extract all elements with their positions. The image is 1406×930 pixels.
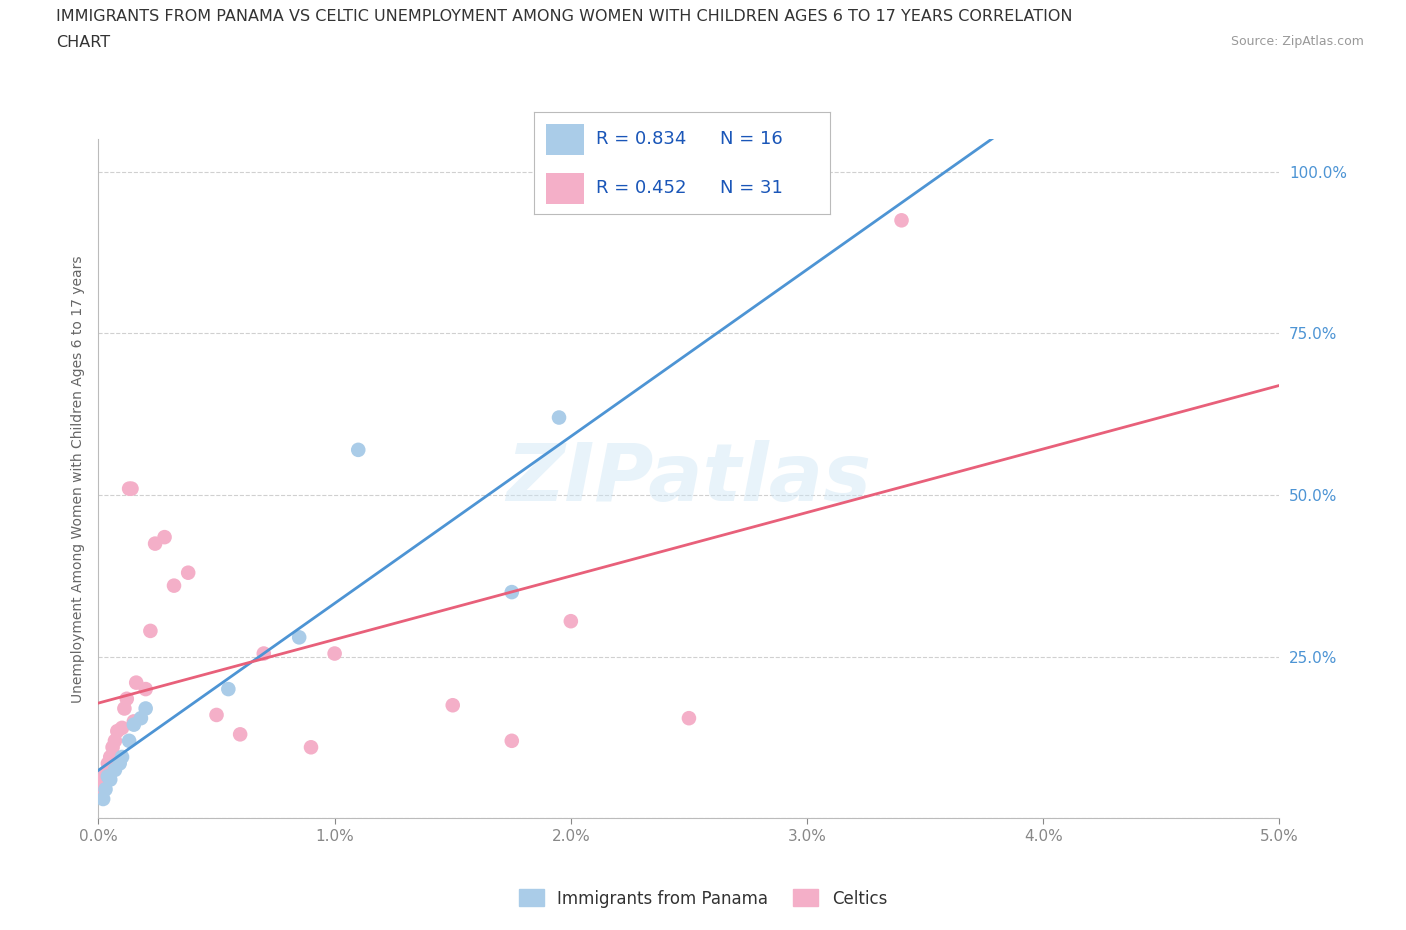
Point bbox=[229, 727, 252, 742]
Point bbox=[97, 769, 120, 784]
Point bbox=[548, 410, 571, 425]
Point bbox=[122, 717, 145, 732]
Point bbox=[501, 585, 523, 600]
Point bbox=[177, 565, 200, 580]
Point bbox=[115, 691, 138, 706]
Point bbox=[253, 646, 276, 661]
Point bbox=[91, 772, 114, 787]
Point bbox=[118, 734, 141, 749]
Point bbox=[441, 698, 464, 712]
FancyBboxPatch shape bbox=[546, 173, 585, 204]
Point bbox=[153, 530, 176, 545]
Text: Source: ZipAtlas.com: Source: ZipAtlas.com bbox=[1230, 35, 1364, 48]
Point bbox=[288, 630, 311, 644]
Point bbox=[347, 443, 370, 458]
Point bbox=[129, 711, 152, 725]
Point bbox=[101, 740, 124, 755]
FancyBboxPatch shape bbox=[546, 124, 585, 154]
Point bbox=[125, 675, 148, 690]
Point bbox=[94, 782, 117, 797]
Text: N = 16: N = 16 bbox=[720, 130, 783, 148]
Point bbox=[299, 740, 322, 755]
Point bbox=[111, 721, 134, 736]
Point bbox=[91, 791, 114, 806]
Point bbox=[143, 537, 166, 551]
Point bbox=[135, 701, 157, 716]
Legend: Immigrants from Panama, Celtics: Immigrants from Panama, Celtics bbox=[512, 883, 894, 914]
Point bbox=[94, 765, 117, 780]
Point bbox=[97, 756, 120, 771]
Point bbox=[98, 772, 121, 787]
Point bbox=[104, 763, 127, 777]
Text: N = 31: N = 31 bbox=[720, 179, 783, 197]
Point bbox=[90, 782, 112, 797]
Point bbox=[104, 734, 127, 749]
Point bbox=[135, 682, 157, 697]
Point bbox=[112, 701, 135, 716]
Point bbox=[111, 750, 134, 764]
Point bbox=[560, 614, 582, 629]
Point bbox=[98, 750, 121, 764]
Point bbox=[678, 711, 700, 725]
Text: R = 0.834: R = 0.834 bbox=[596, 130, 686, 148]
Point bbox=[122, 714, 145, 729]
Point bbox=[139, 623, 162, 638]
Text: IMMIGRANTS FROM PANAMA VS CELTIC UNEMPLOYMENT AMONG WOMEN WITH CHILDREN AGES 6 T: IMMIGRANTS FROM PANAMA VS CELTIC UNEMPLO… bbox=[56, 9, 1073, 24]
Text: CHART: CHART bbox=[56, 35, 110, 50]
Point bbox=[205, 708, 228, 723]
Point bbox=[323, 646, 346, 661]
Text: ZIPatlas: ZIPatlas bbox=[506, 440, 872, 518]
Point bbox=[163, 578, 186, 593]
Point bbox=[121, 481, 143, 496]
Y-axis label: Unemployment Among Women with Children Ages 6 to 17 years: Unemployment Among Women with Children A… bbox=[70, 255, 84, 703]
Point bbox=[105, 724, 128, 738]
Point bbox=[108, 756, 131, 771]
Point bbox=[118, 481, 141, 496]
Point bbox=[217, 682, 239, 697]
Point bbox=[890, 213, 912, 228]
Text: R = 0.452: R = 0.452 bbox=[596, 179, 686, 197]
Point bbox=[501, 734, 523, 749]
